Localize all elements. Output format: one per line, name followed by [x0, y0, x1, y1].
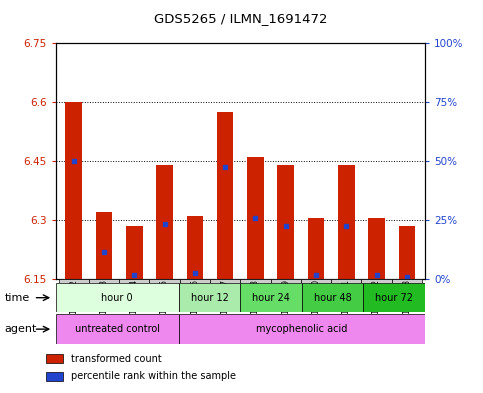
Bar — [210, 279, 241, 283]
Bar — [56, 314, 179, 344]
Bar — [46, 372, 63, 380]
Text: hour 72: hour 72 — [375, 293, 413, 303]
Bar — [179, 283, 240, 312]
Text: GSM1133722: GSM1133722 — [69, 279, 78, 330]
Bar — [217, 112, 233, 279]
Bar — [179, 314, 425, 344]
Bar — [361, 279, 392, 283]
Text: transformed count: transformed count — [71, 354, 161, 364]
Text: untreated control: untreated control — [75, 324, 159, 334]
Bar — [46, 354, 63, 363]
Bar — [368, 218, 385, 279]
Text: GSM1133730: GSM1133730 — [312, 279, 321, 331]
Text: agent: agent — [5, 324, 37, 334]
Bar — [270, 279, 301, 283]
Text: GSM1133729: GSM1133729 — [281, 279, 290, 330]
Text: GDS5265 / ILMN_1691472: GDS5265 / ILMN_1691472 — [154, 12, 327, 25]
Text: GSM1133724: GSM1133724 — [130, 279, 139, 330]
Bar — [126, 226, 142, 279]
Bar — [301, 279, 331, 283]
Bar — [156, 165, 173, 279]
Bar — [392, 279, 422, 283]
Text: GSM1133728: GSM1133728 — [251, 279, 260, 330]
Bar — [186, 216, 203, 279]
Text: hour 24: hour 24 — [252, 293, 290, 303]
Text: GSM1133725: GSM1133725 — [160, 279, 169, 330]
Bar — [89, 279, 119, 283]
Bar — [247, 157, 264, 279]
Bar — [180, 279, 210, 283]
Bar — [241, 279, 270, 283]
Bar — [56, 283, 179, 312]
Text: GSM1133731: GSM1133731 — [342, 279, 351, 330]
Text: hour 12: hour 12 — [191, 293, 228, 303]
Bar — [398, 226, 415, 279]
Bar — [58, 279, 89, 283]
Text: GSM1133733: GSM1133733 — [402, 279, 412, 331]
Bar — [331, 279, 361, 283]
Bar — [302, 283, 364, 312]
Text: time: time — [5, 293, 30, 303]
Bar — [241, 283, 302, 312]
Text: GSM1133732: GSM1133732 — [372, 279, 381, 330]
Text: percentile rank within the sample: percentile rank within the sample — [71, 371, 236, 381]
Bar — [119, 279, 149, 283]
Bar — [364, 283, 425, 312]
Text: GSM1133726: GSM1133726 — [190, 279, 199, 330]
Bar — [65, 102, 82, 279]
Text: hour 0: hour 0 — [101, 293, 133, 303]
Text: GSM1133723: GSM1133723 — [99, 279, 109, 330]
Text: GSM1133727: GSM1133727 — [221, 279, 229, 330]
Bar — [96, 212, 113, 279]
Bar — [308, 218, 325, 279]
Bar — [338, 165, 355, 279]
Bar — [149, 279, 180, 283]
Bar — [277, 165, 294, 279]
Text: hour 48: hour 48 — [314, 293, 352, 303]
Text: mycophenolic acid: mycophenolic acid — [256, 324, 348, 334]
